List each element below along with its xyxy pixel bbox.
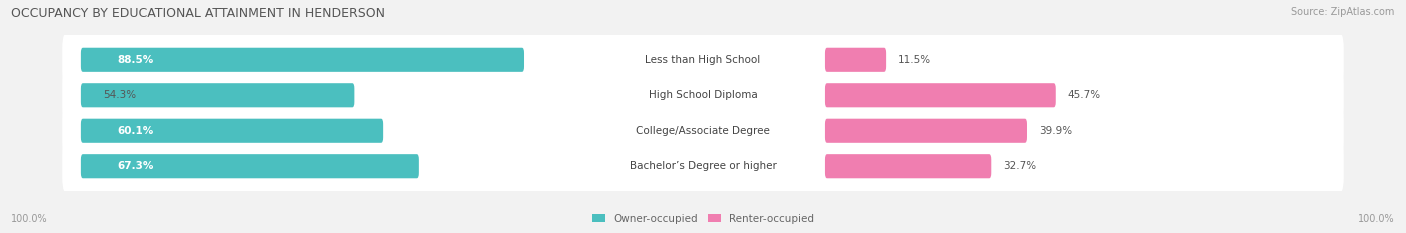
Text: 100.0%: 100.0%	[11, 214, 48, 224]
Text: 11.5%: 11.5%	[898, 55, 931, 65]
FancyBboxPatch shape	[825, 154, 991, 178]
FancyBboxPatch shape	[62, 137, 1344, 196]
Text: 67.3%: 67.3%	[118, 161, 153, 171]
FancyBboxPatch shape	[82, 83, 354, 107]
FancyBboxPatch shape	[82, 119, 384, 143]
Text: 45.7%: 45.7%	[1067, 90, 1101, 100]
Text: 32.7%: 32.7%	[1002, 161, 1036, 171]
Text: 100.0%: 100.0%	[1358, 214, 1395, 224]
FancyBboxPatch shape	[82, 154, 419, 178]
Text: Bachelor’s Degree or higher: Bachelor’s Degree or higher	[630, 161, 776, 171]
Text: 54.3%: 54.3%	[104, 90, 136, 100]
Legend: Owner-occupied, Renter-occupied: Owner-occupied, Renter-occupied	[588, 209, 818, 228]
FancyBboxPatch shape	[62, 66, 1344, 125]
Text: Less than High School: Less than High School	[645, 55, 761, 65]
Text: High School Diploma: High School Diploma	[648, 90, 758, 100]
Text: 60.1%: 60.1%	[118, 126, 153, 136]
Text: 88.5%: 88.5%	[118, 55, 153, 65]
FancyBboxPatch shape	[825, 119, 1026, 143]
Text: OCCUPANCY BY EDUCATIONAL ATTAINMENT IN HENDERSON: OCCUPANCY BY EDUCATIONAL ATTAINMENT IN H…	[11, 7, 385, 20]
Text: 39.9%: 39.9%	[1039, 126, 1071, 136]
FancyBboxPatch shape	[825, 83, 1056, 107]
Text: Source: ZipAtlas.com: Source: ZipAtlas.com	[1291, 7, 1395, 17]
FancyBboxPatch shape	[82, 48, 524, 72]
FancyBboxPatch shape	[62, 30, 1344, 89]
FancyBboxPatch shape	[62, 101, 1344, 160]
Text: College/Associate Degree: College/Associate Degree	[636, 126, 770, 136]
FancyBboxPatch shape	[825, 48, 886, 72]
